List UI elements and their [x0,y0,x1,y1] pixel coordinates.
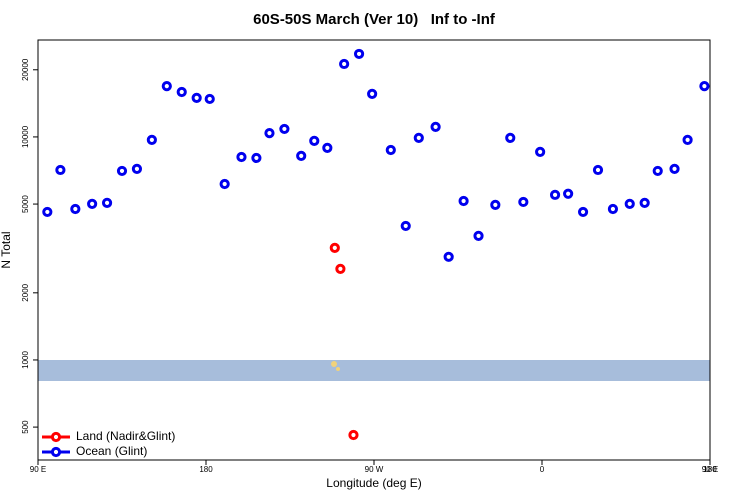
x-tick-label: 90 E [702,465,718,474]
point [652,165,663,177]
legend-marker [50,446,62,458]
point [699,80,710,92]
point [518,196,529,208]
point [55,164,66,176]
point [549,189,561,200]
point [329,242,340,253]
point [669,163,680,174]
point [458,195,469,207]
land-blob [336,367,340,371]
point [131,163,143,174]
point [161,80,172,92]
x-axis-label: Longitude (deg E) [326,476,421,490]
point [505,132,516,143]
x-tick-label: 180 [199,465,213,474]
point [176,86,187,98]
point [339,58,350,70]
point [563,188,574,199]
point [264,128,275,139]
x-tick-label: 180 [703,465,717,474]
point [413,132,424,143]
point [204,93,215,105]
point [219,178,230,190]
point [367,88,378,100]
point [296,150,307,162]
point [443,251,454,262]
point [577,206,589,218]
y-tick-label: 1000 [21,351,30,369]
point [101,197,113,209]
plot-frame [37,39,711,461]
y-axis-label: N Total [0,231,13,268]
point [473,230,484,241]
point [191,92,202,104]
y-tick-label: 20000 [21,58,30,81]
point [116,165,128,177]
point [430,121,441,133]
y-tick-label: 500 [21,420,30,434]
point [236,151,247,163]
x-tick-label: 90 E [30,465,46,474]
map-strip [38,360,710,381]
y-tick-label: 10000 [21,125,30,148]
point [70,203,81,215]
point [309,135,320,146]
y-tick-label: 2000 [21,283,30,301]
point [592,164,604,176]
point [535,146,546,157]
point [385,144,396,156]
point [348,429,359,441]
point [607,203,619,215]
legend-label: Land (Nadir&Glint) [76,429,175,443]
point [490,199,501,210]
y-tick-label: 5000 [21,195,30,213]
legend-marker [50,431,62,443]
point [400,220,411,232]
point [87,198,98,209]
point [624,198,635,209]
point [682,134,693,145]
x-tick-label: 90 W [365,465,384,474]
point [146,134,157,145]
x-tick-label: 0 [540,465,545,474]
point [335,263,346,275]
chart-title: 60S-50S March (Ver 10) Inf to -Inf [253,11,496,28]
point [322,142,333,153]
legend-label: Ocean (Glint) [76,444,147,458]
point [353,48,365,60]
point [42,206,53,218]
point [279,123,290,135]
point [639,197,650,209]
land-blob [331,361,337,367]
point [251,152,262,164]
